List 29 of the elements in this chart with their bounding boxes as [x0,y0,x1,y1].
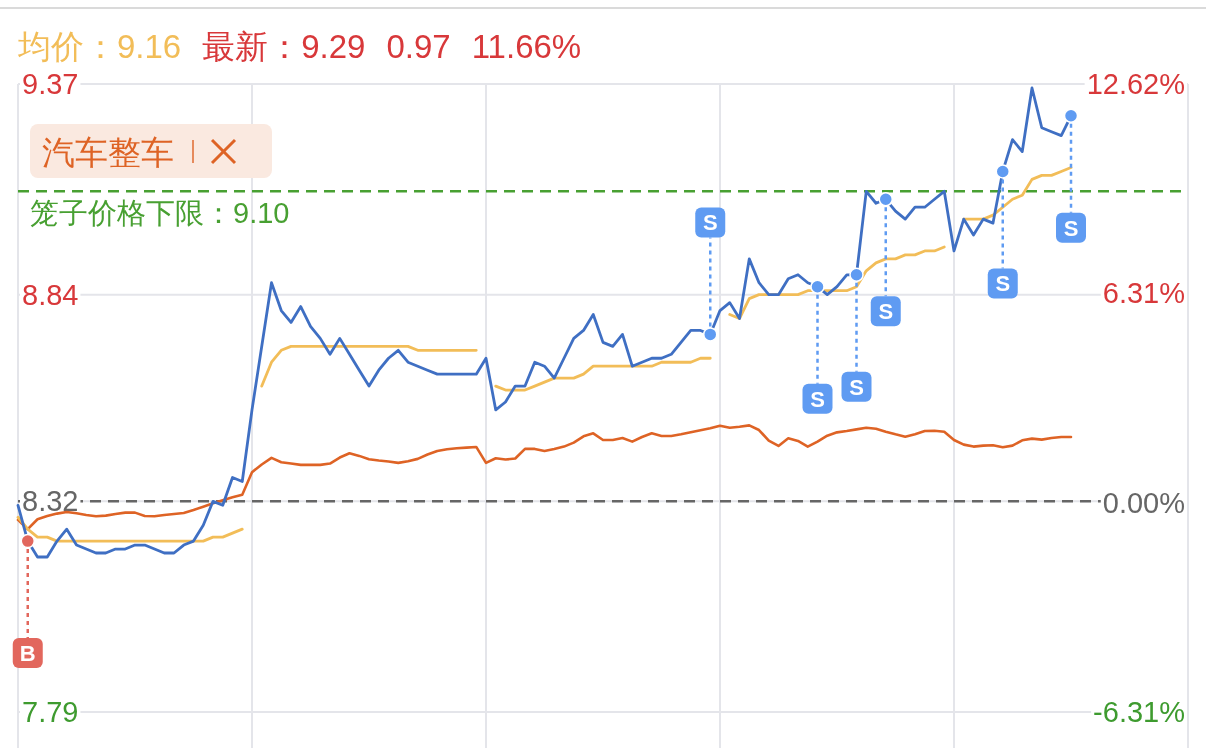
point [810,279,825,294]
point [849,267,864,283]
y2-tick-label: 6.31% [1102,277,1185,310]
y-tick-label: 7.79 [22,696,79,728]
text: 0.97 [386,28,451,65]
badge-label: S [878,299,894,325]
y2-tick-label: -6.31% [1093,696,1185,728]
legend-label: 汽车整车 [42,134,174,171]
badge-label: S [810,386,825,412]
y2-tick-label: 12.62% [1086,68,1185,100]
point [703,327,718,342]
badge-label: S [995,271,1011,297]
point [878,192,893,207]
point [995,164,1010,179]
y-tick-label: 9.37 [22,68,79,100]
badge-label: S [1063,215,1079,241]
badge-label: S [702,210,718,236]
y-tick-label: 8.84 [22,278,79,311]
point [20,533,35,549]
badge-label: S [849,374,864,400]
badge-label: B [19,641,36,667]
point [1063,108,1079,124]
text: 最新：9.29 [202,28,366,65]
line-series [16,424,1073,531]
text: 均价：9.16 [17,28,182,65]
text: 11.66% [471,28,582,65]
ref-line-label: 笼子价格下限：9.10 [30,197,290,230]
y-tick-label: 8.32 [22,485,79,518]
y2-tick-label: 0.00% [1102,486,1185,519]
